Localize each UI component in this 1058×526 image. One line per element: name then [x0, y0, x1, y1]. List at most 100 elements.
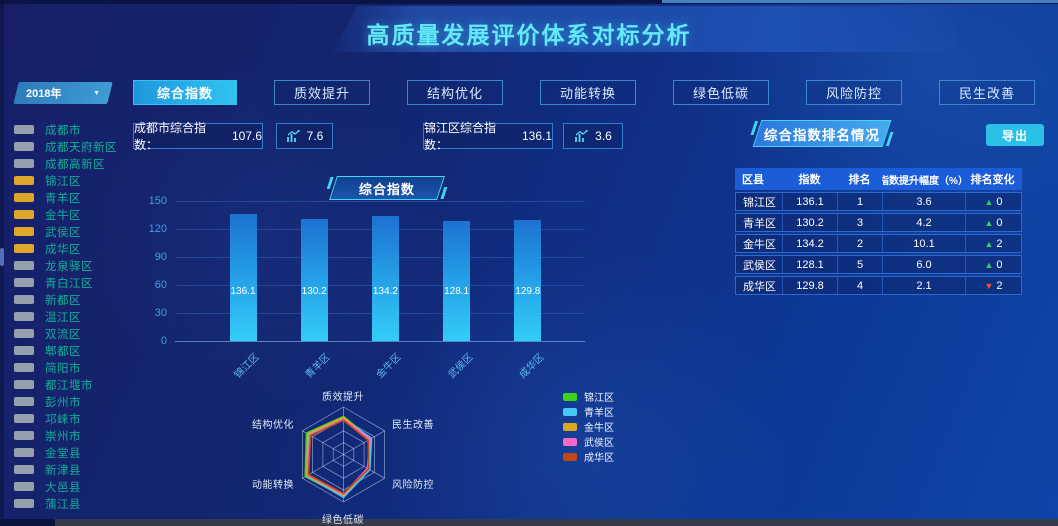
district-label: 成华区: [45, 243, 81, 256]
legend-item-2[interactable]: 金牛区: [563, 419, 614, 434]
sidebar-item-22[interactable]: 蒲江县: [14, 495, 129, 512]
district-checkbox[interactable]: [14, 295, 34, 304]
table-cell: 1: [838, 193, 883, 210]
table-cell: 武侯区: [736, 256, 783, 273]
district-checkbox[interactable]: [14, 278, 34, 287]
rank-change-value: 0: [996, 195, 1003, 208]
tab-item-6[interactable]: 民生改善: [939, 80, 1035, 105]
top-edge-highlight: [662, 0, 1058, 3]
district-checkbox[interactable]: [14, 414, 34, 423]
sidebar-item-14[interactable]: 简阳市: [14, 359, 129, 376]
sidebar-item-9[interactable]: 青白江区: [14, 274, 129, 291]
legend-swatch: [563, 422, 577, 431]
rank-up-icon: ▲: [984, 259, 994, 270]
district-checkbox[interactable]: [14, 499, 34, 508]
legend-item-0[interactable]: 锦江区: [563, 389, 614, 404]
left-scrollbar[interactable]: [0, 0, 4, 526]
table-cell: 128.1: [783, 256, 838, 273]
title-banner: [332, 6, 956, 52]
district-checkbox[interactable]: [14, 261, 34, 270]
tab-item-0[interactable]: 综合指数: [133, 80, 237, 105]
bottom-scrollbar[interactable]: [55, 519, 1058, 526]
sidebar-item-3[interactable]: 锦江区: [14, 172, 129, 189]
bar-value-label: 129.8: [515, 285, 541, 297]
legend-label: 锦江区: [584, 393, 614, 404]
legend-label: 武侯区: [584, 438, 614, 449]
district-checkbox[interactable]: [14, 244, 34, 253]
sidebar-item-10[interactable]: 新都区: [14, 291, 129, 308]
radar-axis-label: 风险防控: [392, 480, 434, 491]
district-label: 双流区: [45, 328, 81, 341]
district-checkbox[interactable]: [14, 448, 34, 457]
table-row-0: 锦江区 136.1 1 3.6 ▲ 0: [735, 192, 1022, 211]
sidebar-item-18[interactable]: 崇州市: [14, 427, 129, 444]
sidebar-item-19[interactable]: 金堂县: [14, 444, 129, 461]
rank-change-value: 2: [996, 279, 1003, 292]
district-checkbox[interactable]: [14, 346, 34, 355]
radar-axis-label: 绿色低碳: [322, 515, 364, 526]
sidebar-item-8[interactable]: 龙泉驿区: [14, 257, 129, 274]
legend-item-3[interactable]: 武侯区: [563, 434, 614, 449]
district-checkbox[interactable]: [14, 193, 34, 202]
district-checkbox[interactable]: [14, 431, 34, 440]
tab-item-1[interactable]: 质效提升: [274, 80, 370, 105]
district-checkbox[interactable]: [14, 210, 34, 219]
table-cell: 锦江区: [736, 193, 783, 210]
sidebar-item-12[interactable]: 双流区: [14, 325, 129, 342]
sidebar-item-20[interactable]: 新津县: [14, 461, 129, 478]
district-checkbox[interactable]: [14, 227, 34, 236]
district-label: 成都市: [45, 124, 81, 137]
sidebar-item-4[interactable]: 青羊区: [14, 189, 129, 206]
sidebar-item-21[interactable]: 大邑县: [14, 478, 129, 495]
district-index-label: 锦江区综合指数：: [424, 121, 497, 152]
district-checkbox[interactable]: [14, 380, 34, 389]
district-checkbox[interactable]: [14, 329, 34, 338]
tab-bar: 综合指数 质效提升 结构优化 动能转换 绿色低碳 风险防控 民生改善: [133, 80, 1035, 105]
tab-item-2[interactable]: 结构优化: [407, 80, 503, 105]
legend-item-4[interactable]: 成华区: [563, 449, 614, 464]
tab-item-3[interactable]: 动能转换: [540, 80, 636, 105]
table-cell: 134.2: [783, 235, 838, 252]
year-select-inner: 2018年 ▼: [16, 82, 110, 104]
district-checkbox[interactable]: [14, 159, 34, 168]
district-checkbox[interactable]: [14, 125, 34, 134]
year-select[interactable]: 2018年 ▼: [13, 82, 113, 104]
bar-plot: 0 30 60 90 120 150 136.1 锦江区 130.2 青羊区 134.2 金牛区 128…: [135, 192, 590, 381]
district-checkbox[interactable]: [14, 142, 34, 151]
table-row-1: 青羊区 130.2 3 4.2 ▲ 0: [735, 213, 1022, 232]
district-checkbox[interactable]: [14, 363, 34, 372]
table-cell: 6.0: [883, 256, 966, 273]
radar-axis-label: 结构优化: [252, 420, 294, 431]
sidebar-item-11[interactable]: 温江区: [14, 308, 129, 325]
sidebar-item-7[interactable]: 成华区: [14, 240, 129, 257]
sidebar-item-5[interactable]: 金牛区: [14, 206, 129, 223]
sidebar-item-13[interactable]: 郫都区: [14, 342, 129, 359]
district-checkbox[interactable]: [14, 482, 34, 491]
sidebar-item-2[interactable]: 成都高新区: [14, 155, 129, 172]
table-cell: 4: [838, 277, 883, 294]
sidebar-item-0[interactable]: 成都市: [14, 121, 129, 138]
tab-item-5[interactable]: 风险防控: [806, 80, 902, 105]
district-checkbox[interactable]: [14, 397, 34, 406]
export-button[interactable]: 导出: [986, 124, 1044, 146]
legend-label: 金牛区: [584, 423, 614, 434]
table-header-cell: 指数: [798, 174, 821, 186]
district-checkbox[interactable]: [14, 312, 34, 321]
sidebar-item-15[interactable]: 都江堰市: [14, 376, 129, 393]
table-cell: 4.2: [883, 214, 966, 231]
growth-icon: [575, 129, 589, 142]
left-scrollbar-thumb[interactable]: [0, 248, 4, 266]
table-cell: 3: [838, 214, 883, 231]
city-delta-value: 7.6: [306, 129, 324, 143]
district-list: 成都市 成都天府新区 成都高新区 锦江区 青羊区 金牛区 武侯区成华区 龙泉驿区 青白江区 新都区…: [14, 121, 129, 512]
rank-up-icon: ▲: [984, 217, 994, 228]
sidebar-item-6[interactable]: 武侯区: [14, 223, 129, 240]
legend-item-1[interactable]: 青羊区: [563, 404, 614, 419]
district-checkbox[interactable]: [14, 176, 34, 185]
sidebar-item-16[interactable]: 彭州市: [14, 393, 129, 410]
sidebar-item-17[interactable]: 邛崃市: [14, 410, 129, 427]
tab-item-4[interactable]: 绿色低碳: [673, 80, 769, 105]
district-checkbox[interactable]: [14, 465, 34, 474]
sidebar-item-1[interactable]: 成都天府新区: [14, 138, 129, 155]
